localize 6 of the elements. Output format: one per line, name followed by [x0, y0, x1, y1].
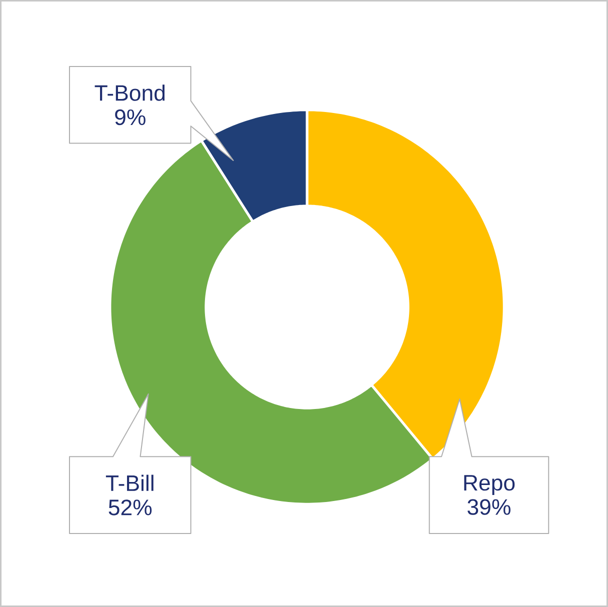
slice-label: T-Bond — [94, 84, 165, 101]
slice-label: Repo — [464, 475, 515, 496]
slice-label: T-Bill — [106, 474, 154, 491]
data-label: 52% — [108, 500, 152, 516]
data-label: 9% — [115, 109, 146, 126]
data-label: 39% — [468, 499, 510, 515]
